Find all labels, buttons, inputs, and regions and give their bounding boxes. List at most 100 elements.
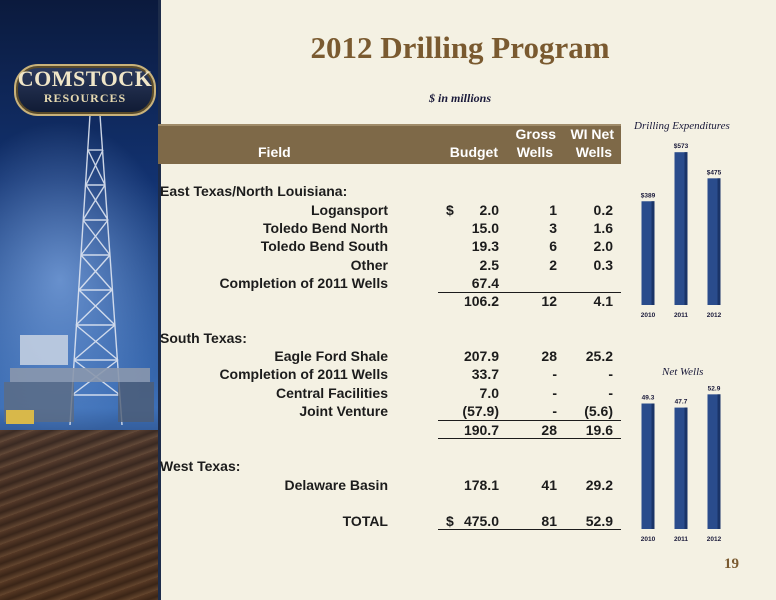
field-name: Completion of 2011 Wells — [219, 366, 388, 382]
category-label: 2010 — [641, 312, 656, 319]
budget-value: 67.4 — [471, 275, 499, 291]
subtotal-row: 190.7 28 19.6 — [160, 420, 630, 440]
slide-title: 2012 Drilling Program — [310, 30, 610, 65]
bar-shade-2012 — [717, 178, 721, 305]
section-header-row: East Texas/North Louisiana: — [160, 181, 630, 201]
gross-wells-value: 12 — [541, 293, 557, 309]
category-label: 2012 — [707, 312, 722, 319]
wi-net-wells-value: 4.1 — [593, 293, 613, 309]
field-name: Logansport — [311, 202, 388, 218]
section-label: South Texas: — [160, 330, 247, 346]
gross-wells-value: - — [552, 403, 557, 419]
bar-shade-2011 — [684, 152, 688, 305]
wi-net-wells-value: 29.2 — [585, 477, 613, 493]
gross-wells-value: 2 — [549, 257, 557, 273]
gross-wells-value: - — [552, 366, 557, 382]
table-row: Toledo Bend North 15.0 3 1.6 — [160, 218, 630, 238]
field-name: Delaware Basin — [284, 477, 389, 493]
budget-value: 7.0 — [479, 385, 499, 401]
table-row: Completion of 2011 Wells 33.7 - - — [160, 364, 630, 384]
data-label: 52.9 — [708, 385, 721, 392]
ground-area — [0, 430, 158, 600]
category-label: 2012 — [707, 536, 722, 543]
field-name: Central Facilities — [275, 385, 388, 401]
wi-net-wells-value: 0.3 — [593, 257, 613, 273]
header-gross-bottom: Wells — [516, 144, 553, 160]
subtotal-rule — [438, 420, 621, 421]
budget-value: (57.9) — [462, 403, 499, 419]
field-name: Eagle Ford Shale — [274, 348, 388, 364]
subtotal-row: 106.2 12 4.1 — [160, 291, 630, 311]
table-row: Other 2.5 2 0.3 — [160, 255, 630, 275]
sidebar-photo: COMSTOCK RESOURCES — [0, 0, 158, 600]
drilling-rig-illustration — [4, 114, 154, 426]
budget-value: 19.3 — [471, 238, 499, 254]
company-logo: COMSTOCK RESOURCES — [14, 64, 156, 116]
table-row: Completion of 2011 Wells 67.4 — [160, 273, 630, 293]
wi-net-wells-value: (5.6) — [584, 403, 613, 419]
subtotal-rule — [438, 438, 621, 439]
budget-value: 475.0 — [463, 513, 499, 529]
page-number: 19 — [724, 556, 739, 572]
bar-shade-2011 — [684, 407, 688, 529]
budget-value: 207.9 — [463, 348, 499, 364]
gross-wells-value: - — [552, 385, 557, 401]
budget-value: 190.7 — [463, 422, 499, 438]
budget-value: 2.0 — [479, 202, 499, 218]
field-name: Other — [350, 257, 388, 273]
header-gross-top: Gross — [515, 126, 556, 142]
wi-net-wells-value: 25.2 — [585, 348, 613, 364]
wi-net-wells-value: 1.6 — [593, 220, 613, 236]
logo-text-line1: COMSTOCK — [17, 66, 153, 91]
subtotal-rule — [438, 292, 621, 293]
bar-shade-2010 — [651, 201, 655, 305]
field-name: Toledo Bend North — [263, 220, 388, 236]
data-label: $389 — [641, 192, 656, 199]
field-name: TOTAL — [342, 513, 388, 529]
bar-2010 — [641, 201, 655, 305]
data-label: $573 — [674, 143, 689, 150]
bar-2012 — [707, 394, 721, 529]
table-row: Joint Venture (57.9) - (5.6) — [160, 401, 630, 421]
netwells-chart-title: Net Wells — [662, 366, 704, 378]
section-label: West Texas: — [160, 458, 241, 474]
data-label: $475 — [707, 169, 722, 176]
dollar-sign: $ — [446, 513, 454, 529]
section-label: East Texas/North Louisiana: — [160, 183, 348, 199]
total-row: TOTAL $475.0 81 52.9 — [160, 511, 630, 531]
table-row: Central Facilities 7.0 - - — [160, 383, 630, 403]
bar-shade-2010 — [651, 403, 655, 529]
category-label: 2011 — [674, 312, 688, 319]
units-subtitle: $ in millions — [428, 91, 492, 105]
bar-2011 — [674, 407, 688, 529]
bar-2011 — [674, 152, 688, 305]
expenditures-chart: $389 2010 $573 2011 $475 2012 — [641, 143, 722, 319]
table-row: Logansport $2.0 1 0.2 — [160, 200, 630, 220]
budget-value: 33.7 — [471, 366, 499, 382]
table-row: Toledo Bend South 19.3 6 2.0 — [160, 236, 630, 256]
field-name: Completion of 2011 Wells — [219, 275, 388, 291]
section-header-row: South Texas: — [160, 328, 630, 348]
wi-net-wells-value: - — [608, 385, 613, 401]
gross-wells-value: 81 — [541, 513, 557, 529]
netwells-chart: 49.3 2010 47.7 2011 52.9 2012 — [641, 385, 722, 543]
bar-2010 — [641, 403, 655, 529]
wi-net-wells-value: 2.0 — [593, 238, 613, 254]
logo-text-line2: RESOURCES — [43, 91, 127, 105]
field-name: Toledo Bend South — [260, 238, 388, 254]
field-name: Joint Venture — [299, 403, 388, 419]
data-label: 47.7 — [675, 399, 688, 406]
header-budget: Budget — [449, 144, 498, 160]
budget-value: 2.5 — [479, 257, 499, 273]
sidebar-edge — [158, 0, 161, 600]
table-header: Field Budget Gross Wells WI Net Wells — [158, 124, 621, 164]
bar-shade-2012 — [717, 394, 721, 529]
gross-wells-value: 1 — [549, 202, 557, 218]
header-wi-bottom: Wells — [575, 144, 612, 160]
wi-net-wells-value: 0.2 — [593, 202, 613, 218]
table-row: Delaware Basin 178.1 41 29.2 — [160, 475, 630, 495]
expenditures-chart-title: Drilling Expenditures — [634, 120, 730, 132]
table-row: Eagle Ford Shale 207.9 28 25.2 — [160, 346, 630, 366]
subtotal-rule — [438, 529, 621, 530]
